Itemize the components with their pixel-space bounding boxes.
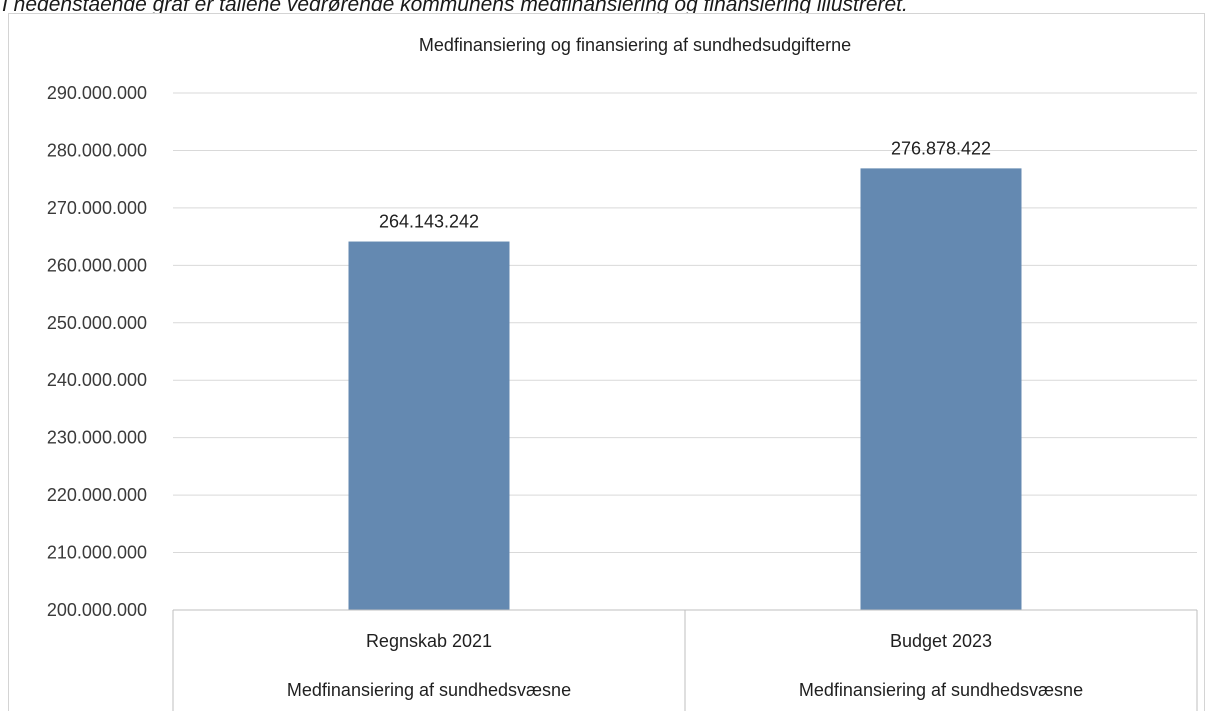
- y-tick-label: 210.000.000: [47, 543, 147, 563]
- y-tick-label: 260.000.000: [47, 255, 147, 275]
- y-tick-label: 220.000.000: [47, 485, 147, 505]
- y-tick-label: 270.000.000: [47, 198, 147, 218]
- y-tick-label: 240.000.000: [47, 370, 147, 390]
- x-category-label: Regnskab 2021: [366, 631, 492, 651]
- x-category-label: Budget 2023: [890, 631, 992, 651]
- y-tick-label: 280.000.000: [47, 140, 147, 160]
- y-tick-label: 200.000.000: [47, 600, 147, 620]
- chart-title: Medfinansiering og finansiering af sundh…: [419, 35, 851, 55]
- y-tick-label: 290.000.000: [47, 83, 147, 103]
- x-axis: Regnskab 2021 Medfinansiering af sundheds…: [172, 609, 1198, 711]
- y-tick-label: 250.000.000: [47, 313, 147, 333]
- data-labels: 264.143.242 276.878.422: [379, 138, 991, 231]
- page-caption: I nedenstående graf er tallene vedrørend…: [2, 0, 908, 16]
- x-group-label: Medfinansiering af sundhedsvæsne: [799, 680, 1083, 700]
- data-label-2: 276.878.422: [891, 138, 991, 158]
- data-label-1: 264.143.242: [379, 212, 479, 232]
- bar-1: [348, 241, 510, 610]
- y-axis-tick-labels: 200.000.000 210.000.000 220.000.000 230.000…: [47, 83, 147, 620]
- x-group-label: Medfinansiering af sundhedsvæsne: [287, 680, 571, 700]
- y-tick-label: 230.000.000: [47, 428, 147, 448]
- bars: [348, 168, 1022, 611]
- gridlines: [173, 92, 1197, 611]
- bar-2: [860, 168, 1022, 611]
